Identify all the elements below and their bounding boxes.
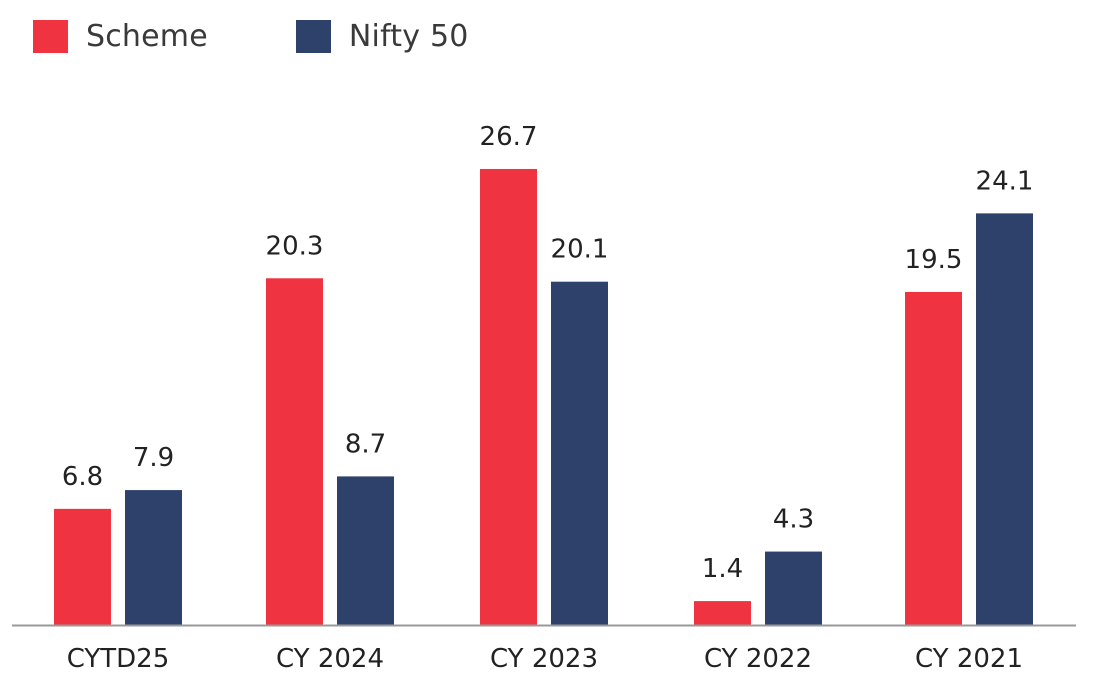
bar-scheme-cytd25 [54,508,111,625]
bar-nifty-50-cy-2023 [551,281,608,625]
bar-scheme-cy-2022 [694,601,751,625]
x-tick-label-cy-2023: CY 2023 [490,644,598,674]
bar-nifty-50-cy-2021 [976,213,1033,625]
x-tick-label-cy-2021: CY 2021 [915,644,1023,674]
data-label-nifty-50-cy-2022: 4.3 [773,505,814,535]
chart-legend: Scheme Nifty 50 [33,14,557,58]
data-label-nifty-50-cytd25: 7.9 [133,443,174,473]
data-label-scheme-cy-2022: 1.4 [702,554,743,584]
bar-nifty-50-cytd25 [125,490,182,625]
data-label-scheme-cy-2024: 20.3 [266,231,324,261]
data-label-nifty-50-cy-2024: 8.7 [345,429,386,459]
bar-nifty-50-cy-2024 [337,476,394,625]
bar-nifty-50-cy-2022 [765,551,822,625]
legend-item-scheme: Scheme [33,19,208,54]
legend-item-nifty-50: Nifty 50 [295,18,469,54]
bar-scheme-cy-2021 [905,291,962,625]
legend-swatch-scheme [33,19,68,53]
bar-scheme-cy-2023 [480,168,537,626]
data-label-scheme-cy-2021: 19.5 [905,245,963,275]
legend-label-scheme: Scheme [86,18,208,54]
x-tick-label-cy-2024: CY 2024 [276,644,384,674]
x-tick-label-cy-2022: CY 2022 [704,644,812,674]
data-label-nifty-50-cy-2021: 24.1 [976,166,1034,196]
legend-swatch-nifty-50 [295,19,331,53]
legend-label-nifty-50: Nifty 50 [348,18,469,54]
data-label-scheme-cy-2023: 26.7 [480,122,538,152]
bar-scheme-cy-2024 [266,278,323,625]
x-tick-label-cytd25: CYTD25 [67,644,170,674]
data-label-nifty-50-cy-2023: 20.1 [551,235,609,265]
data-label-scheme-cytd25: 6.8 [62,462,103,492]
